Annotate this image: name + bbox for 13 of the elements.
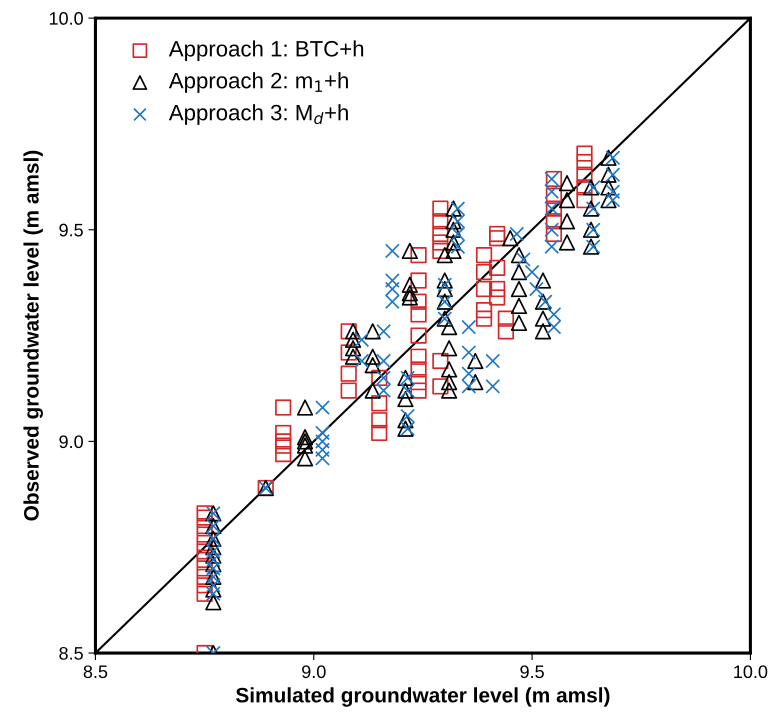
x-axis-title: Simulated groundwater level (m amsl) <box>236 687 610 707</box>
y-tick-label: 9.5 <box>59 224 83 236</box>
x-tick-label: 10.0 <box>734 665 768 678</box>
legend-label: Approach 1: BTC+h <box>168 40 364 62</box>
y-axis-title: Observed groundwater level (m amsl) <box>23 150 43 521</box>
x-tick-label: 9.0 <box>302 665 326 678</box>
x-tick-label: 9.5 <box>520 665 544 678</box>
legend-label: Approach 2: m$_{1}$+h <box>168 72 348 93</box>
y-tick-label: 9.0 <box>59 435 83 448</box>
y-tick-label: 10.0 <box>50 12 83 25</box>
x-tick-label: 8.5 <box>84 665 108 678</box>
y-tick-label: 8.5 <box>59 646 83 660</box>
legend-label: Approach 3: M$_{d}$+h <box>168 104 348 125</box>
